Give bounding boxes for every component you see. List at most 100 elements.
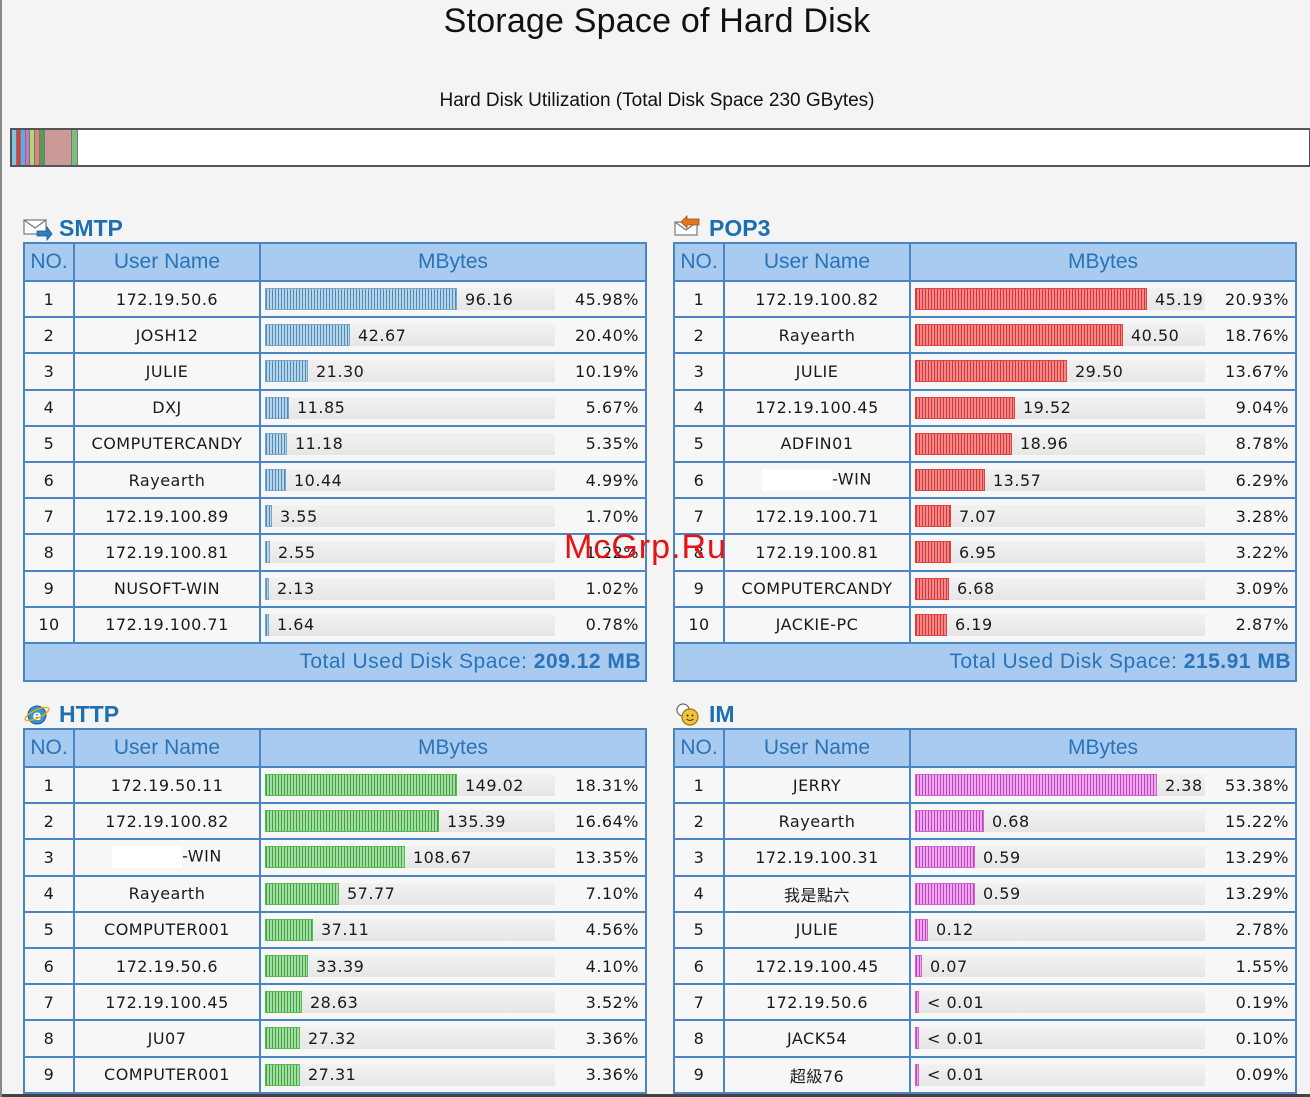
user-name-cell[interactable]: 172.19.100.45 — [723, 946, 911, 986]
user-name-cell[interactable]: COMPUTER001 — [73, 910, 261, 949]
mbytes-value: < 0.01 — [927, 1065, 985, 1085]
mbytes-value: 28.63 — [310, 992, 359, 1012]
col-mbytes-header[interactable]: MBytes — [909, 728, 1297, 768]
col-no-header[interactable]: NO. — [23, 728, 75, 768]
usage-bar-fill — [915, 288, 1147, 311]
user-name-cell[interactable]: -WIN — [73, 838, 261, 877]
mbytes-cell: 149.02 18.31% — [259, 765, 647, 805]
user-name-cell[interactable]: JACK54 — [723, 1019, 911, 1058]
user-name-cell[interactable]: COMPUTERCANDY — [723, 569, 911, 608]
user-name-cell[interactable]: JOSH12 — [73, 316, 261, 355]
row-number: 2 — [23, 802, 75, 841]
pop3-total: Total Used Disk Space: 215.91 MB — [673, 641, 1297, 682]
mbytes-value: 0.07 — [930, 956, 968, 976]
user-name-cell[interactable]: 172.19.100.82 — [73, 802, 261, 841]
user-name-cell[interactable]: 我是點六 — [723, 874, 911, 913]
row-number: 1 — [673, 279, 725, 319]
percent-value: 53.38% — [1224, 775, 1289, 795]
mbytes-cell: 42.67 20.40% — [259, 316, 647, 355]
table-row: 2 Rayearth 40.50 18.76% — [673, 316, 1297, 355]
usage-bar-fill — [915, 1063, 919, 1086]
mbytes-cell: 21.30 10.19% — [259, 352, 647, 391]
user-name-cell[interactable]: JULIE — [723, 910, 911, 949]
table-row: 3 -WIN 108.67 13.35% — [23, 838, 647, 877]
table-row: 6 -WIN 13.57 6.29% — [673, 460, 1297, 500]
user-name-cell[interactable]: 172.19.100.81 — [73, 533, 261, 572]
user-name-cell[interactable]: JACKIE-PC — [723, 605, 911, 644]
usage-bar-fill — [265, 955, 308, 978]
user-name-cell[interactable]: -WIN — [723, 460, 911, 500]
percent-value: 0.19% — [1235, 992, 1289, 1012]
user-name-cell[interactable]: 172.19.100.31 — [723, 838, 911, 877]
col-no-header[interactable]: NO. — [673, 728, 725, 768]
col-no-header[interactable]: NO. — [673, 242, 725, 282]
row-number: 8 — [673, 533, 725, 572]
user-name-cell[interactable]: DXJ — [73, 388, 261, 427]
table-row: 6 Rayearth 10.44 4.99% — [23, 460, 647, 500]
percent-value: 3.09% — [1235, 579, 1289, 599]
row-number: 1 — [23, 279, 75, 319]
user-name-cell[interactable]: 172.19.50.11 — [73, 765, 261, 805]
user-name-cell[interactable]: 172.19.100.71 — [723, 497, 911, 536]
user-name-text: -WIN — [182, 846, 222, 866]
mbytes-cell: 3.55 1.70% — [259, 497, 647, 536]
user-name-cell[interactable]: JULIE — [723, 352, 911, 391]
usage-bar-fill — [265, 469, 286, 492]
user-name-cell[interactable]: JULIE — [73, 352, 261, 391]
col-user-header[interactable]: User Name — [723, 242, 911, 282]
pop3-total-value: 215.91 MB — [1183, 649, 1291, 673]
user-name-cell[interactable]: COMPUTER001 — [73, 1055, 261, 1094]
mbytes-value: 3.55 — [280, 506, 318, 526]
im-title: IM — [709, 701, 735, 727]
user-name-text: -WIN — [832, 469, 872, 489]
percent-value: 15.22% — [1224, 811, 1289, 831]
user-name-cell[interactable]: NUSOFT-WIN — [73, 569, 261, 608]
usage-bar: < 0.01 — [915, 991, 1205, 1014]
row-number: 1 — [23, 765, 75, 805]
mbytes-cell: 11.18 5.35% — [259, 424, 647, 463]
user-name-cell[interactable]: 172.19.100.45 — [723, 388, 911, 427]
col-user-header[interactable]: User Name — [73, 728, 261, 768]
percent-value: 9.04% — [1235, 398, 1289, 418]
row-number: 3 — [23, 352, 75, 391]
usage-bar-fill — [265, 541, 270, 564]
col-mbytes-header[interactable]: MBytes — [909, 242, 1297, 282]
smtp-header: SMTP — [23, 214, 123, 242]
user-name-cell[interactable]: JU07 — [73, 1019, 261, 1058]
usage-bar: 45.19 — [915, 288, 1205, 311]
usage-bar-fill — [265, 324, 350, 347]
user-name-cell[interactable]: 超級76 — [723, 1055, 911, 1094]
percent-value: 2.87% — [1235, 615, 1289, 635]
usage-bar-fill — [915, 505, 951, 528]
col-user-header[interactable]: User Name — [73, 242, 261, 282]
user-name-cell[interactable]: 172.19.50.6 — [723, 983, 911, 1022]
user-name-cell[interactable]: ADFIN01 — [723, 424, 911, 463]
user-name-cell[interactable]: 172.19.100.89 — [73, 497, 261, 536]
col-mbytes-header[interactable]: MBytes — [259, 242, 647, 282]
user-name-cell[interactable]: 172.19.100.81 — [723, 533, 911, 572]
user-name-cell[interactable]: JERRY — [723, 765, 911, 805]
user-name-cell[interactable]: 172.19.100.45 — [73, 983, 261, 1022]
col-mbytes-header[interactable]: MBytes — [259, 728, 647, 768]
row-number: 2 — [673, 802, 725, 841]
percent-value: 10.19% — [574, 361, 639, 381]
user-name-cell[interactable]: Rayearth — [723, 316, 911, 355]
user-name-cell[interactable]: Rayearth — [73, 460, 261, 500]
col-no-header[interactable]: NO. — [23, 242, 75, 282]
user-name-cell[interactable]: 172.19.100.71 — [73, 605, 261, 644]
user-name-cell[interactable]: COMPUTERCANDY — [73, 424, 261, 463]
row-number: 7 — [673, 497, 725, 536]
mbytes-value: 135.39 — [447, 811, 506, 831]
user-name-cell[interactable]: 172.19.50.6 — [73, 946, 261, 986]
user-name-cell[interactable]: 172.19.50.6 — [73, 279, 261, 319]
user-name-cell[interactable]: 172.19.100.82 — [723, 279, 911, 319]
smtp-table: NO. User Name MBytes 1 172.19.50.6 96.16 45… — [23, 242, 647, 682]
col-user-header[interactable]: User Name — [723, 728, 911, 768]
mbytes-cell: 27.32 3.36% — [259, 1019, 647, 1058]
mbytes-value: 6.68 — [957, 579, 995, 599]
user-name-cell[interactable]: Rayearth — [723, 802, 911, 841]
user-name-cell[interactable]: Rayearth — [73, 874, 261, 913]
usage-bar-fill — [265, 1027, 300, 1050]
mbytes-value: 33.39 — [316, 956, 365, 976]
